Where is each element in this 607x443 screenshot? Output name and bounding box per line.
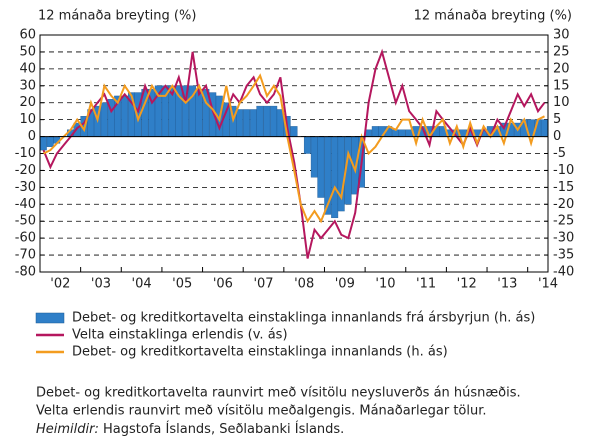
bar (256, 105, 264, 137)
bar (195, 88, 203, 137)
line (42, 48, 546, 259)
y-tick-label: -80 (15, 265, 36, 280)
y-tick-label: 20 (19, 95, 36, 110)
y-tick-label: -70 (15, 248, 36, 263)
y2-tick-label: 10 (553, 95, 570, 110)
y2-tick-label: 15 (553, 78, 570, 93)
y-tick-label: 60 (19, 28, 36, 43)
y2-tick-label: -20 (553, 197, 574, 212)
source: Heimildir: Hagstofa Íslands, Seðlabanki … (36, 421, 344, 437)
bar (290, 126, 298, 137)
y2-tick-label: 25 (553, 44, 570, 59)
x-tick-label: '11 (416, 277, 436, 292)
bar (236, 109, 244, 137)
bar (310, 136, 318, 178)
y2-tick-label: -30 (553, 231, 574, 246)
x-tick-label: '12 (457, 277, 477, 292)
y-tick-label: 50 (19, 44, 36, 59)
x-tick-label: '03 (91, 277, 111, 292)
bar (270, 105, 278, 137)
y2-tick-label: 20 (553, 61, 570, 76)
bar (317, 136, 325, 198)
plot-frame (39, 34, 549, 273)
legend-swatch (35, 312, 65, 324)
bar (39, 136, 47, 151)
bar (121, 95, 129, 137)
y2-axis-label: 12 mánaða breyting (%) (414, 9, 572, 24)
y-tick-label: -30 (15, 180, 36, 195)
y-tick-label: -20 (15, 163, 36, 178)
source-text: Hagstofa Íslands, Seðlabanki Íslands. (103, 421, 344, 437)
y2-tick-label: -40 (553, 265, 574, 280)
legend-label: Debet- og kreditkortavelta einstaklinga … (72, 345, 448, 360)
line (43, 73, 545, 224)
x-tick-label: '14 (538, 277, 558, 292)
y-tick-label: -60 (15, 231, 36, 246)
note: Debet- og kreditkortavelta raunvirt með … (36, 386, 521, 401)
x-tick-label: '07 (253, 277, 273, 292)
bar (337, 136, 345, 212)
y2-tick-label: -10 (553, 163, 574, 178)
legend-label: Debet- og kreditkortavelta einstaklinga … (72, 311, 535, 326)
bar (242, 109, 250, 137)
y-tick-label: 0 (28, 129, 36, 144)
x-tick-label: '08 (294, 277, 314, 292)
bar (459, 129, 467, 137)
y-axis-label: 12 mánaða breyting (%) (38, 9, 196, 24)
y2-tick-label: 0 (553, 129, 561, 144)
x-tick-label: '09 (335, 277, 355, 292)
y2-tick-label: 30 (553, 28, 570, 43)
legend-label: Velta einstaklinga erlendis (v. ás) (72, 328, 288, 343)
x-tick-label: '10 (375, 277, 395, 292)
source-label: Heimildir: (36, 422, 99, 437)
bar (398, 129, 406, 137)
x-tick-label: '04 (132, 277, 152, 292)
bar (263, 105, 271, 137)
bar (405, 129, 413, 137)
bar (46, 136, 54, 147)
y-tick-label: -40 (15, 197, 36, 212)
bar (371, 126, 379, 137)
x-tick-label: '05 (172, 277, 192, 292)
bar (331, 136, 339, 219)
x-tick-label: '02 (50, 277, 70, 292)
y-tick-label: 40 (19, 61, 36, 76)
y-tick-label: -50 (15, 214, 36, 229)
y-tick-label: -10 (15, 146, 36, 161)
y2-tick-label: -15 (553, 180, 574, 195)
bar (540, 119, 548, 137)
x-tick-label: '06 (213, 277, 233, 292)
bar (303, 136, 311, 154)
y2-tick-label: -35 (553, 248, 574, 263)
bar (100, 102, 108, 137)
y2-tick-label: -5 (553, 146, 566, 161)
y-tick-label: 30 (19, 78, 36, 93)
y2-tick-label: -25 (553, 214, 574, 229)
y-tick-label: 10 (19, 112, 36, 127)
bar (249, 109, 257, 137)
x-tick-label: '13 (497, 277, 517, 292)
y2-tick-label: 5 (553, 112, 561, 127)
note: Velta erlendis raunvirt með vísitölu með… (36, 404, 487, 419)
